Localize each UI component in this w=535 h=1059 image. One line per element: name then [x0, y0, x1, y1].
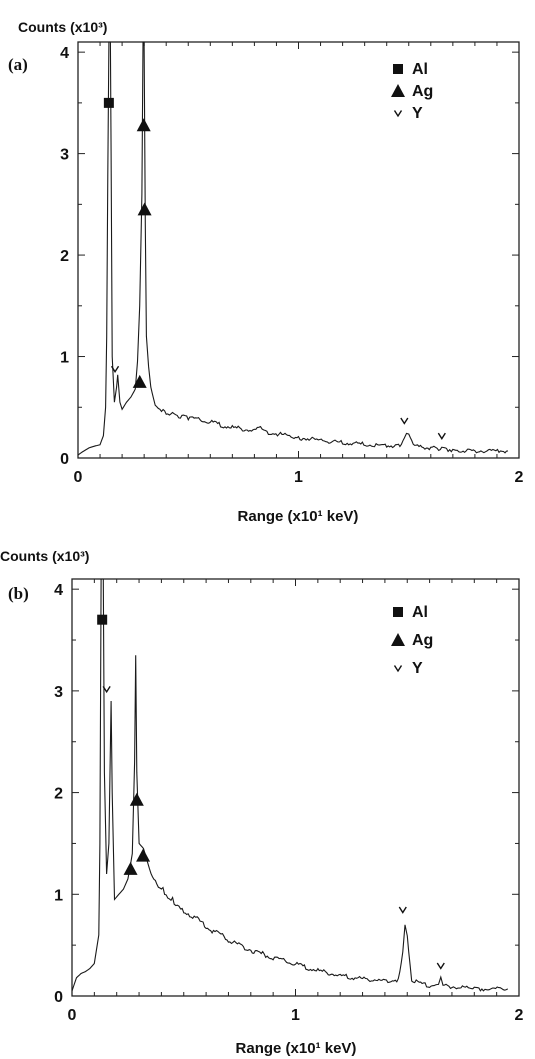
peak-marker-ag: [136, 118, 151, 132]
peak-marker-ag: [136, 848, 151, 862]
peak-marker-ag: [123, 861, 138, 875]
spectrum-panel-b: Counts (x10³) (b) Range (x10¹ keV) 0 1 2 0 1…: [0, 529, 535, 1059]
legend-label: Al: [412, 604, 428, 621]
legend-ag-icon: [391, 84, 405, 97]
y-axis-label: Counts (x10³): [18, 19, 107, 35]
legend-y-icon: [393, 665, 403, 673]
peak-marker-ag: [137, 202, 152, 216]
peak-marker-y: [437, 432, 446, 440]
y-tick-label: 1: [60, 350, 69, 367]
peak-marker-ag: [129, 792, 144, 806]
y-tick-label: 1: [54, 887, 63, 904]
legend-ag-icon: [391, 633, 405, 646]
y-axis-label: Counts (x10³): [0, 548, 89, 564]
plot-frame: [71, 578, 520, 997]
peak-marker-y: [398, 906, 407, 914]
x-tick-label: 1: [291, 1007, 300, 1024]
legend-label: Y: [412, 660, 423, 677]
peak-marker-y: [110, 365, 120, 374]
peak-marker-al: [97, 614, 108, 625]
x-axis-label: Range (x10¹ keV): [238, 508, 359, 525]
x-tick-label: 0: [74, 469, 83, 486]
legend-label: Ag: [412, 632, 433, 649]
spectrum-line: [78, 41, 509, 456]
spectrum-line: [72, 578, 509, 992]
y-tick-label: 3: [60, 147, 69, 164]
y-tick-label: 2: [54, 786, 63, 803]
legend-label: Al: [412, 61, 428, 78]
x-tick-label: 2: [515, 469, 524, 486]
legend-al-icon: [393, 64, 403, 74]
spectrum-panel-a: Counts (x10³) (a) Range (x10¹ keV) 0 1 2 0 1…: [8, 19, 524, 525]
legend-label: Ag: [412, 83, 433, 100]
x-axis-label: Range (x10¹ keV): [236, 1040, 357, 1057]
x-tick-label: 2: [515, 1007, 524, 1024]
spectrum-chart-b: Counts (x10³) (b) Range (x10¹ keV) 0 1 2 0 1…: [0, 548, 524, 1057]
peak-marker-al: [103, 97, 114, 108]
legend-label: Y: [412, 105, 423, 122]
x-tick-label: 1: [294, 469, 303, 486]
peak-marker-y: [102, 685, 111, 694]
y-tick-label: 0: [54, 989, 63, 1006]
y-tick-label: 4: [54, 582, 63, 599]
peak-marker-y: [400, 417, 409, 425]
y-tick-label: 3: [54, 684, 63, 701]
spectrum-chart-a: Counts (x10³) (a) Range (x10¹ keV) 0 1 2 0 1…: [8, 19, 524, 525]
y-tick-label: 4: [60, 45, 69, 62]
x-tick-label: 0: [68, 1007, 77, 1024]
y-tick-label: 0: [60, 451, 69, 468]
panel-label: (b): [8, 584, 29, 603]
y-tick-label: 2: [60, 248, 69, 265]
legend-al-icon: [393, 607, 403, 617]
panel-label: (a): [8, 55, 28, 74]
legend-y-icon: [393, 110, 403, 118]
peak-marker-ag: [132, 374, 147, 388]
peak-marker-y: [436, 962, 445, 970]
